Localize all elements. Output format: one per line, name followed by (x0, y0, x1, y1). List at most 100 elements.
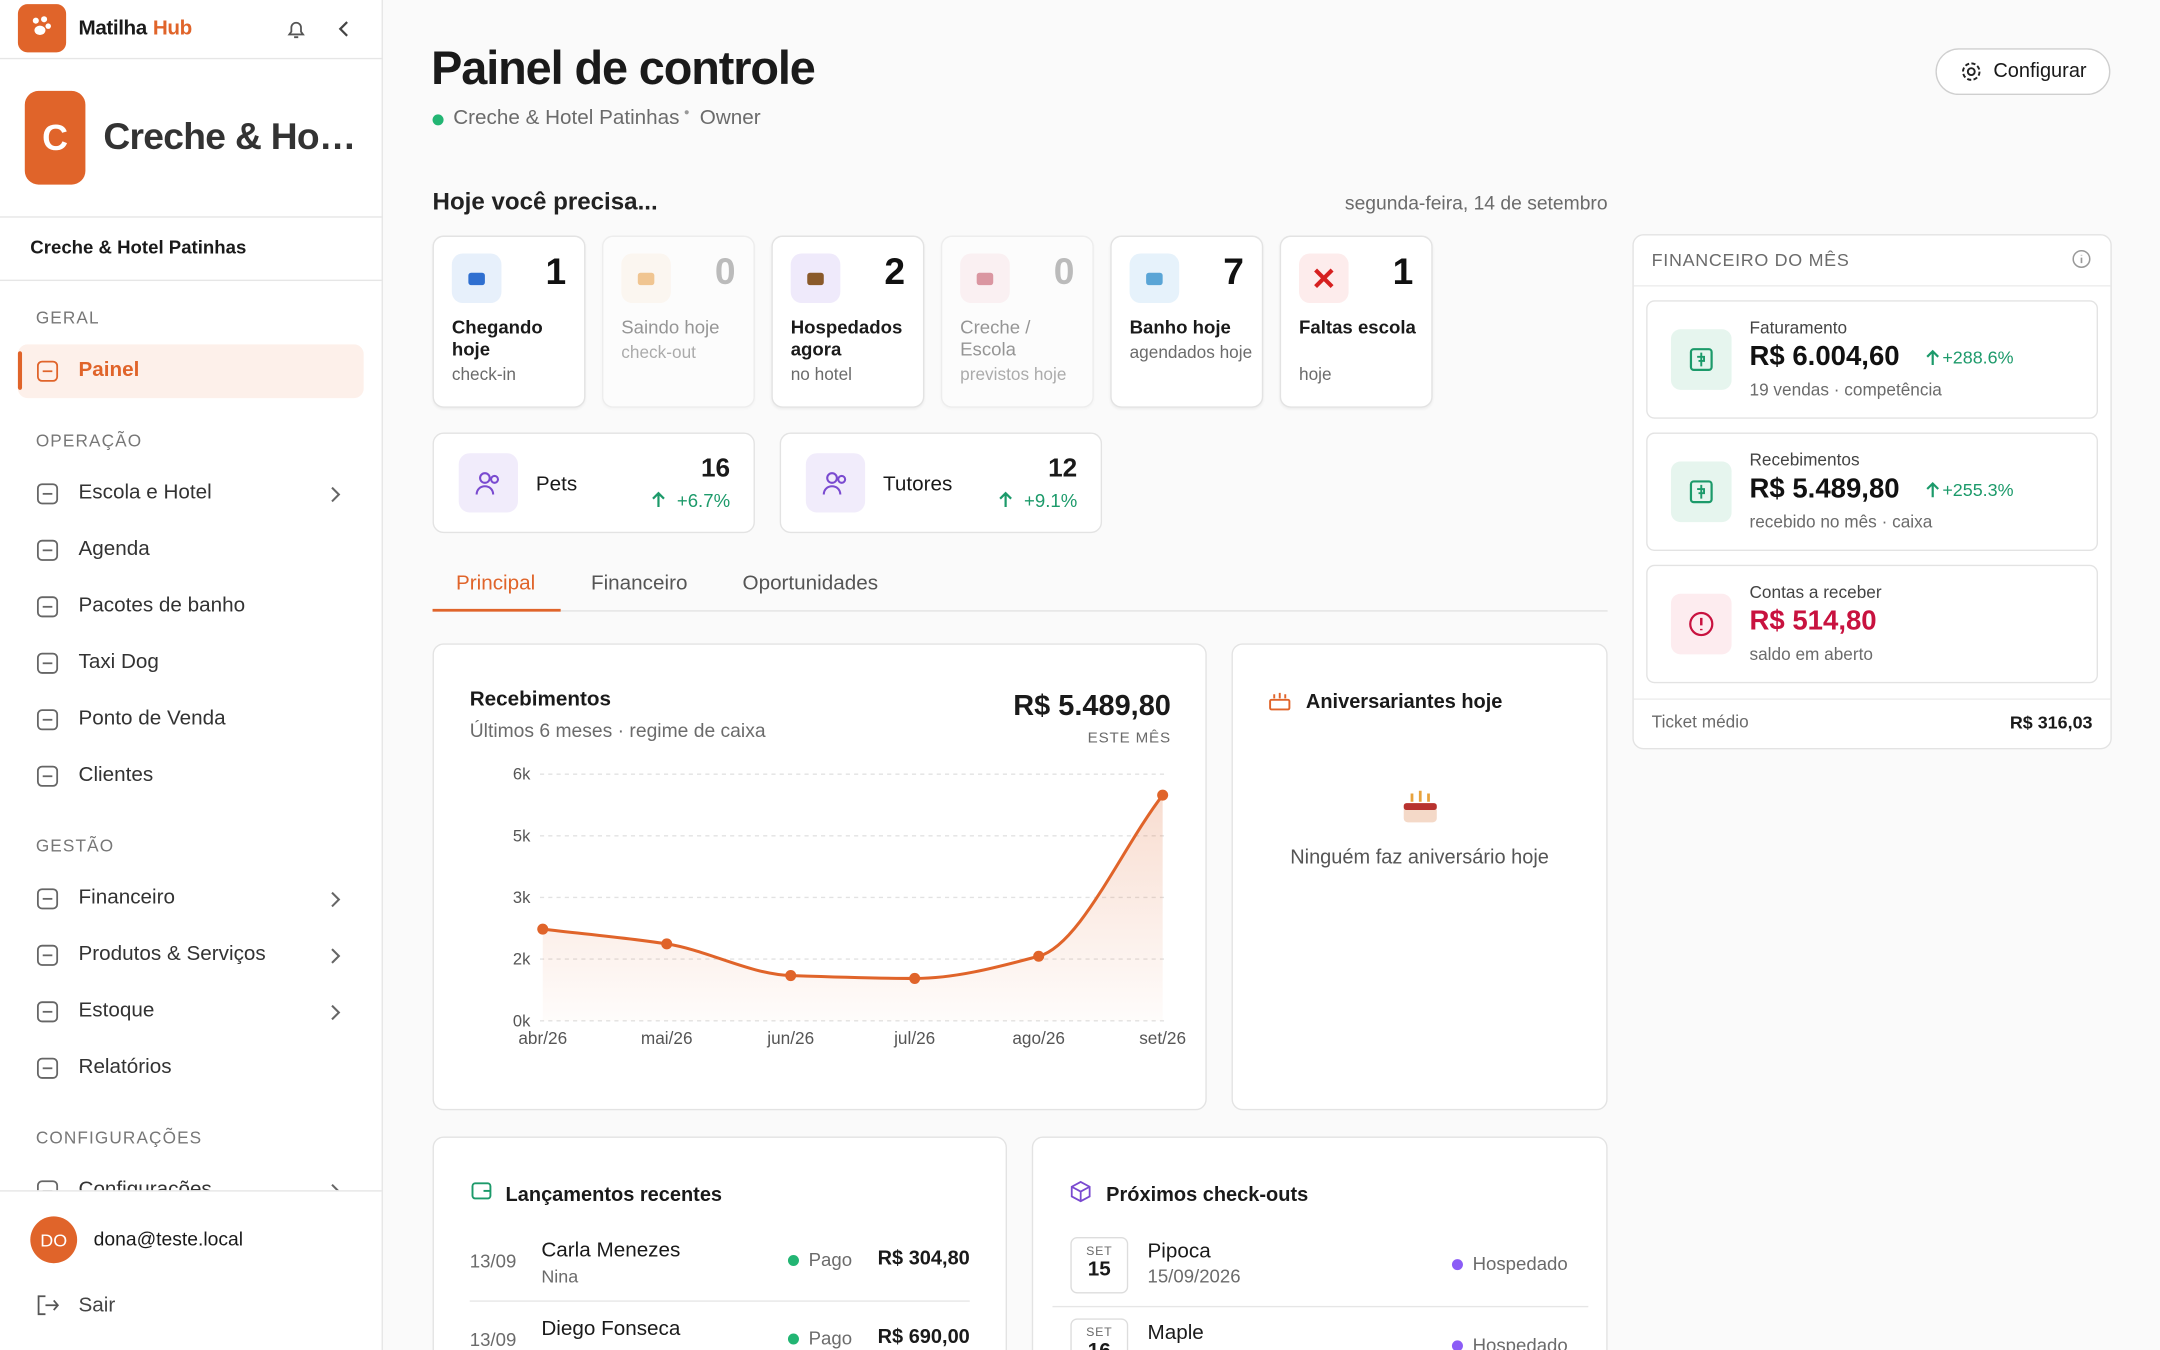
nav-icon (36, 539, 59, 561)
nav-chevron (331, 948, 341, 964)
gear (1962, 62, 1981, 81)
recent-name[interactable]: Carla Menezes (541, 1238, 681, 1262)
finance-icon (1689, 348, 1713, 371)
today-card-glyph-part (976, 272, 994, 286)
today-card-glyph-part (1314, 268, 1334, 288)
tab-underline (432, 608, 561, 612)
today-card-label: Faltas escola (1299, 316, 1416, 338)
stat-label: Tutores (883, 472, 953, 496)
tab[interactable]: Oportunidades (742, 571, 879, 596)
nav: GERAL Painel OPERAÇÃO Escola e Hotel Agenda P… (0, 281, 383, 1191)
status-dot (432, 114, 444, 126)
finance-title: FINANCEIRO DO MÊS (1651, 249, 1850, 270)
recent-date: 13/09 (469, 1250, 517, 1272)
nav-item[interactable]: Taxi Dog (78, 650, 159, 674)
revenue-title: Recebimentos (469, 687, 612, 711)
finance-arrow-part (1926, 349, 1939, 366)
cake-icon-part (1273, 692, 1287, 699)
stat-icon (475, 472, 500, 495)
checkout-name[interactable]: Pipoca (1147, 1239, 1211, 1264)
checkout-name[interactable]: Maple (1147, 1321, 1204, 1345)
tab[interactable]: Principal (455, 571, 536, 596)
logout-icon (37, 1295, 60, 1316)
user-email: dona@teste.local (93, 1227, 243, 1250)
stat-icon-bg (805, 453, 866, 513)
nav-item[interactable]: Relatórios (78, 1055, 172, 1079)
page-title: Painel de controle (431, 42, 816, 96)
today-card[interactable]: 1 Faltas escola hoje (1279, 235, 1433, 408)
configure-button[interactable] (1935, 48, 2111, 96)
nav-chevron-part (331, 891, 341, 908)
nav-item[interactable]: Escola e Hotel (78, 480, 212, 505)
cake-icon (1269, 692, 1291, 711)
nav-item[interactable]: Produtos & Serviços (78, 942, 266, 966)
today-card-glyph-part (637, 272, 655, 286)
stat-arrow-part (999, 491, 1012, 507)
nav-section-title: GESTÃO (35, 836, 115, 856)
recent-title: Lançamentos recentes (505, 1184, 723, 1207)
today-date: segunda-feira, 14 de setembro (1344, 191, 1608, 214)
finance-arrow (1926, 349, 1939, 366)
today-card-glyph (1146, 272, 1163, 286)
nav-icon-part (36, 483, 59, 505)
nav-icon-part (36, 888, 59, 910)
checkout-divider (1052, 1305, 1589, 1308)
user-avatar: DO (30, 1216, 78, 1264)
nav-item[interactable]: Estoque (78, 998, 155, 1023)
finance-item[interactable]: Recebimentos R$ 5.489,80 +255.3% recebido n… (1646, 432, 2099, 552)
header-sep (684, 110, 689, 115)
today-card[interactable]: 0 Creche / Escola previstos hoje (940, 235, 1094, 408)
birthday-title: Aniversariantes hoje (1305, 691, 1503, 714)
configure-label: Configurar (1993, 60, 2087, 83)
checkout-title: Próximos check-outs (1106, 1184, 1309, 1207)
checkout-status: Hospedado (1472, 1334, 1568, 1350)
finance-growth: +255.3% (1942, 479, 2014, 501)
nav-item[interactable]: Clientes (78, 763, 154, 787)
recent-icon (471, 1182, 492, 1200)
nav-item[interactable]: Configurações (78, 1177, 212, 1191)
checkout-icon-part (1070, 1180, 1091, 1203)
finance-item[interactable]: Faturamento R$ 6.004,60 +288.6% 19 vendas ·… (1646, 300, 2099, 419)
today-card[interactable]: 0 Saindo hoje check-out (601, 235, 755, 408)
today-card-glyph-part (807, 272, 824, 286)
nav-icon-part (36, 709, 59, 731)
finance-sub: saldo em aberto (1749, 644, 1873, 664)
finance-item[interactable]: Contas a receber R$ 514,80 saldo em aberto (1646, 564, 2099, 684)
tab[interactable]: Financeiro (590, 571, 688, 596)
logout-icon-part (37, 1295, 60, 1316)
stat-arrow (652, 491, 665, 507)
finance-value: R$ 514,80 (1749, 606, 1877, 637)
stat-card[interactable]: Tutores 12 +9.1% (779, 432, 1103, 534)
today-card-sub: previstos hoje (960, 365, 1067, 385)
logout[interactable]: Sair (78, 1293, 116, 1317)
today-card-label: Hospedados agora (790, 316, 903, 360)
nav-icon-part (36, 1180, 59, 1191)
today-heading: Hoje você precisa... (432, 187, 658, 215)
today-card[interactable]: 2 Hospedados agora no hotel (771, 235, 925, 408)
stat-arrow-part (652, 491, 665, 507)
nav-icon (36, 483, 59, 505)
nav-item[interactable]: Agenda (78, 537, 150, 561)
nav-item[interactable]: Financeiro (78, 885, 176, 910)
today-card-label: Chegando hoje (451, 316, 543, 360)
stat-card[interactable]: Pets 16 +6.7% (432, 432, 755, 534)
recent-name[interactable]: Diego Fonseca (541, 1316, 681, 1341)
today-card[interactable]: 7 Banho hoje agendados hoje (1110, 235, 1264, 408)
nav-item[interactable]: Ponto de Venda (78, 706, 226, 731)
org-selector-box[interactable] (0, 216, 383, 282)
today-card[interactable]: 1 Chegando hoje check-in (432, 235, 586, 408)
checkout-month: SET (1086, 1243, 1113, 1258)
footer-border (0, 1190, 383, 1192)
header-role: Owner (699, 106, 761, 130)
nav-icon-part (36, 596, 59, 618)
gear-part (1962, 62, 1981, 81)
nav-item[interactable]: Pacotes de banho (78, 593, 246, 618)
nav-chevron-part (331, 1004, 341, 1021)
nav-chevron (331, 1004, 341, 1021)
checkout-date: 15/09/2026 (1147, 1265, 1241, 1287)
cake-empty-part (1403, 803, 1437, 810)
collapse (338, 21, 348, 37)
stat-value: 16 (700, 454, 731, 484)
nav-item[interactable]: Painel (78, 358, 140, 382)
